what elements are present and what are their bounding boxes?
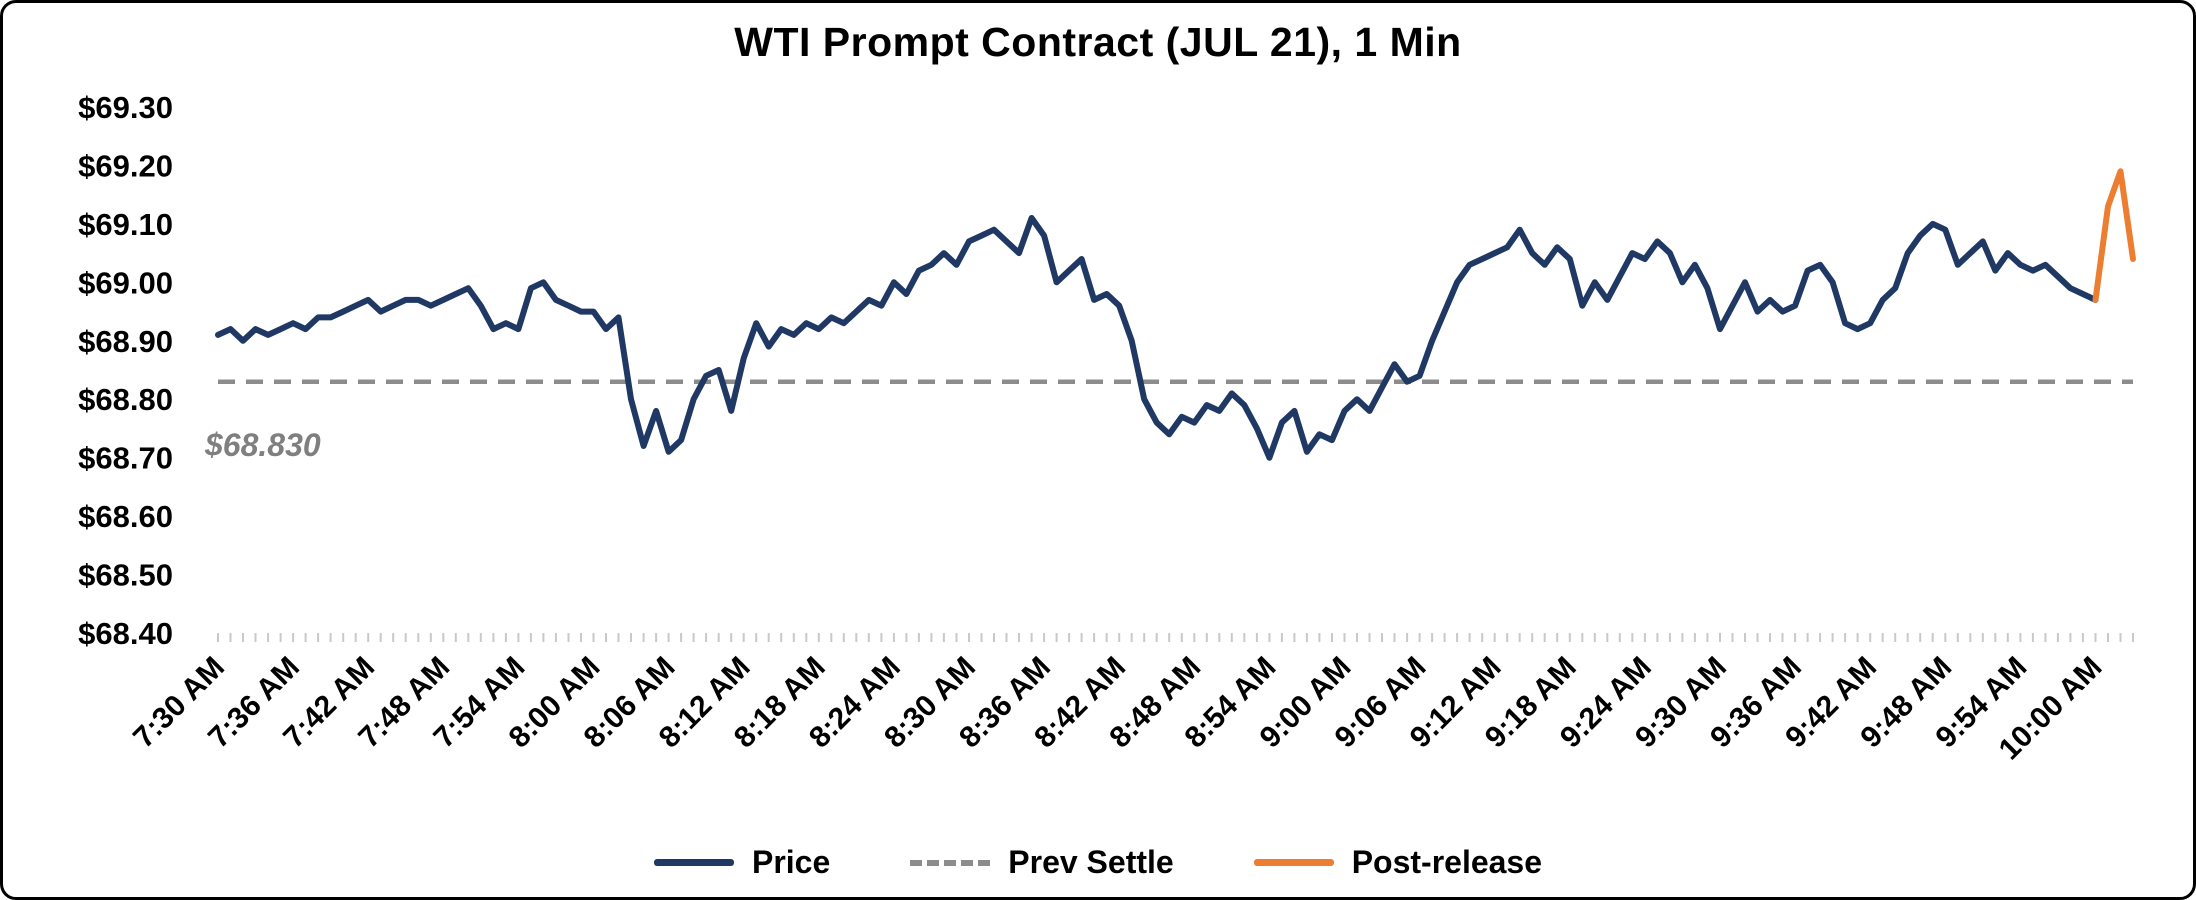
chart-title: WTI Prompt Contract (JUL 21), 1 Min [734,19,1462,65]
price-line-swatch-icon [653,859,734,866]
legend-label-price: Price [751,844,831,880]
y-axis-tick-label: $69.30 [78,90,173,125]
legend: Price Prev Settle Post-release [3,844,2193,881]
y-axis-tick-label: $68.60 [78,499,173,534]
post-release-line [2092,168,2136,303]
y-axis-tick-label: $68.40 [78,616,173,651]
legend-item-prev-settle: Prev Settle [910,844,1174,881]
prev-settle-dashed-swatch-icon [910,859,991,866]
y-axis-tick-label: $68.80 [78,382,173,417]
legend-label-prev-settle: Prev Settle [1008,844,1174,880]
y-axis-tick-label: $68.70 [78,441,173,476]
y-axis-tick-label: $69.20 [78,148,173,183]
y-axis-tick-label: $69.10 [78,207,173,242]
legend-item-price: Price [653,844,831,881]
y-axis-tick-label: $69.00 [78,265,173,300]
price-line [215,215,2099,461]
legend-item-post-release: Post-release [1253,844,1543,881]
chart-plot: $69.30 $69.20 $69.10 $69.00 $68.90 $68.80 $68.… [78,90,2136,766]
legend-label-post-release: Post-release [1351,844,1543,880]
y-axis-tick-label: $68.90 [78,324,173,359]
post-release-line-swatch-icon [1253,859,1334,866]
prev-settle-annotation: $68.830 [205,427,321,463]
y-axis-tick-label: $68.50 [78,558,173,593]
